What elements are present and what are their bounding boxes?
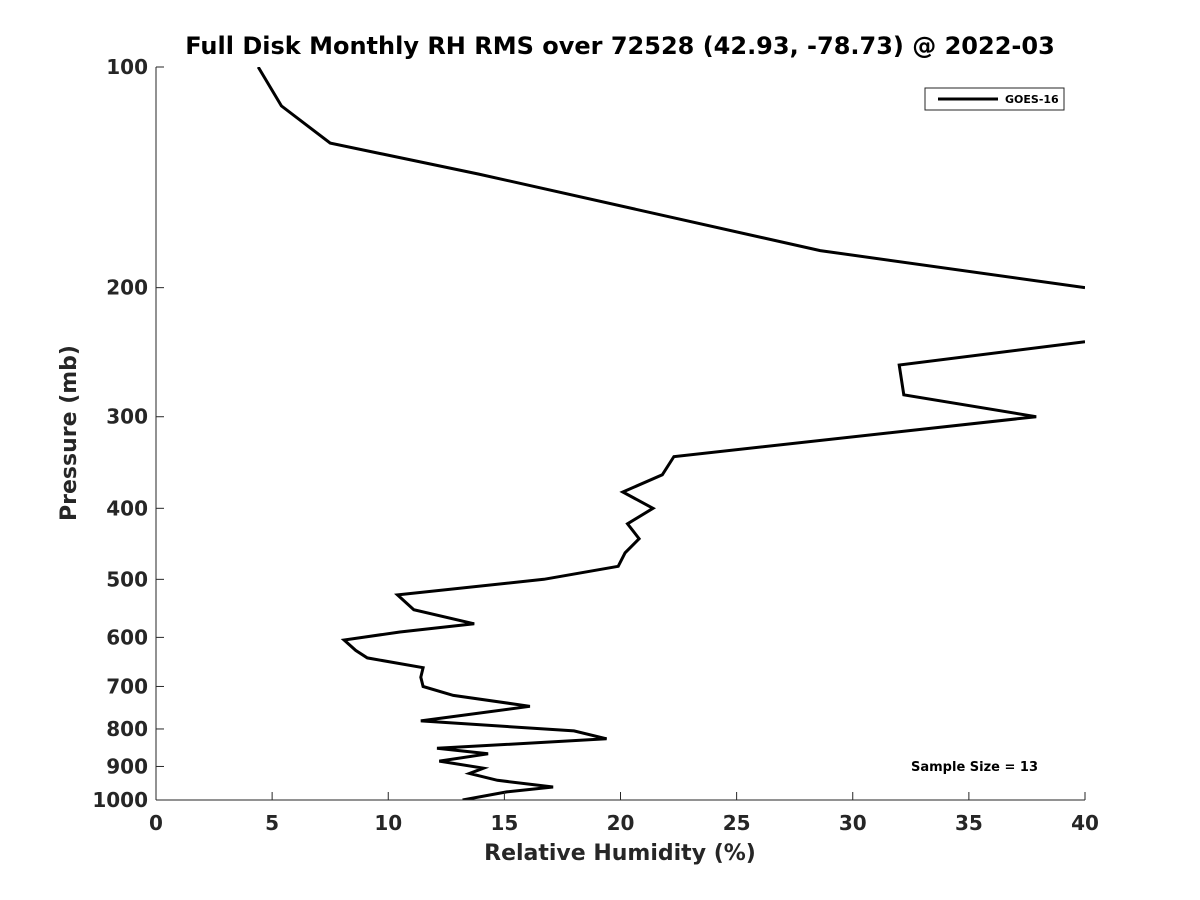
y-tick-label: 200 xyxy=(106,276,148,300)
x-axis-label: Relative Humidity (%) xyxy=(484,841,756,866)
y-tick-label: 800 xyxy=(106,717,148,741)
sample-size-annotation: Sample Size = 13 xyxy=(911,760,1038,775)
series-line-goes-16-segment-2 xyxy=(340,340,1085,800)
legend: GOES-16 xyxy=(924,87,1065,111)
y-tick-label: 500 xyxy=(106,567,148,591)
y-tick-label: 100 xyxy=(106,55,148,79)
series-line-goes-16-segment-1 xyxy=(256,67,1085,290)
y-tick-label: 400 xyxy=(106,496,148,520)
y-tick-label: 700 xyxy=(106,674,148,698)
y-tick-label: 300 xyxy=(106,405,148,429)
x-tick-label: 40 xyxy=(1071,811,1099,835)
x-tick-label: 10 xyxy=(374,811,402,835)
x-tick-label: 15 xyxy=(490,811,518,835)
y-tick-label: 1000 xyxy=(92,788,148,812)
x-tick-label: 5 xyxy=(265,811,279,835)
x-ticks: 0 5 10 15 20 25 30 35 40 xyxy=(149,792,1099,835)
series-layer xyxy=(256,67,1085,800)
y-ticks: 100 200 300 400 500 600 700 800 900 1000 xyxy=(92,55,164,812)
x-tick-label: 35 xyxy=(955,811,983,835)
y-axis-label: Pressure (mb) xyxy=(57,345,82,521)
x-tick-label: 20 xyxy=(607,811,635,835)
plot-area xyxy=(156,67,1085,800)
y-tick-label: 900 xyxy=(106,754,148,778)
chart-title: Full Disk Monthly RH RMS over 72528 (42.… xyxy=(185,32,1055,60)
y-tick-label: 600 xyxy=(106,625,148,649)
x-tick-label: 25 xyxy=(723,811,751,835)
x-tick-label: 30 xyxy=(839,811,867,835)
x-tick-label: 0 xyxy=(149,811,163,835)
legend-label-goes-16: GOES-16 xyxy=(1005,93,1059,106)
